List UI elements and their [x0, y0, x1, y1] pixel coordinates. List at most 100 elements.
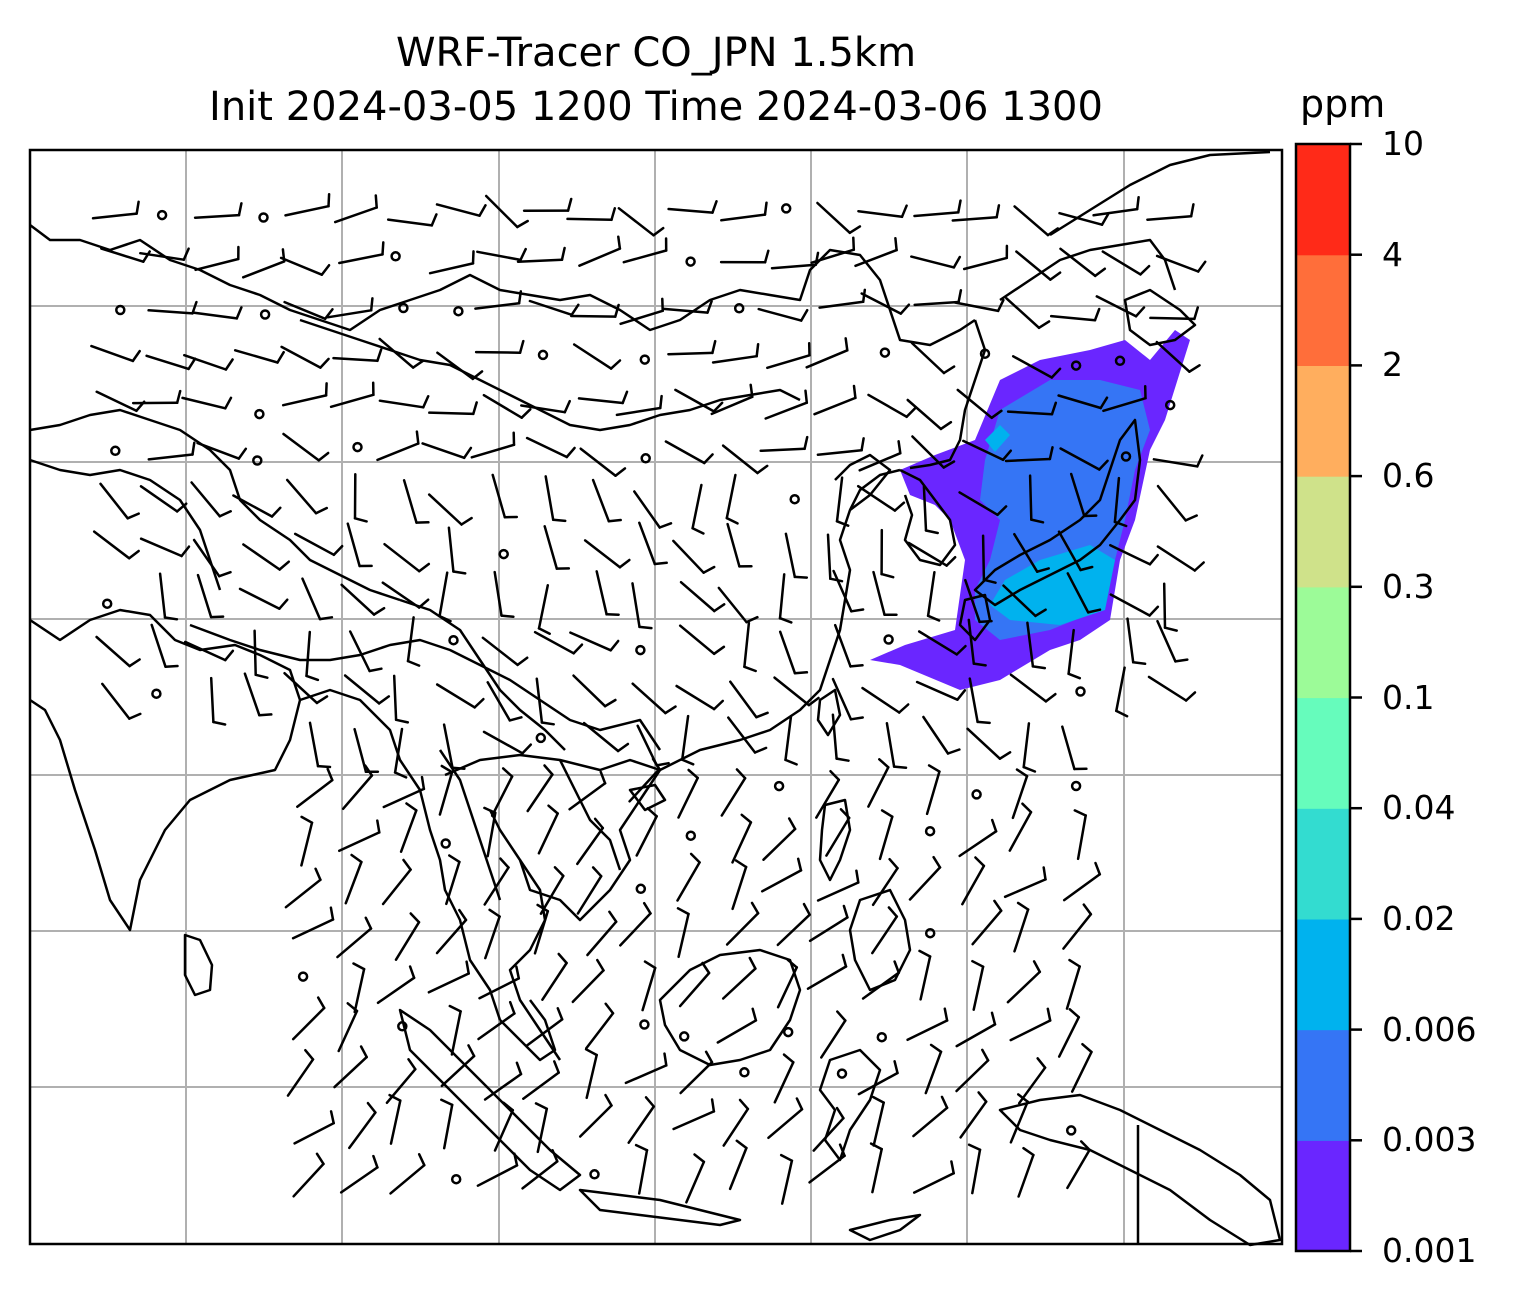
wind-barb-flag	[855, 869, 860, 884]
calm-wind-marker	[252, 455, 263, 466]
wind-barb-flag	[617, 235, 622, 250]
wind-barb-staff	[860, 292, 903, 315]
wind-barb-flag	[644, 1096, 656, 1108]
wind-barb	[293, 1110, 335, 1145]
wind-barb-flag	[849, 664, 864, 668]
wind-barb-flag	[990, 1011, 997, 1026]
wind-barb-staff	[778, 630, 797, 675]
wind-barb-flag	[945, 555, 957, 567]
wind-barb-flag	[516, 656, 529, 667]
wind-barb-staff	[232, 494, 274, 518]
wind-barb-flag	[254, 673, 269, 679]
wind-barb-flag	[411, 359, 425, 369]
wind-barb-flag	[1022, 1146, 1035, 1157]
wind-barb	[1057, 530, 1094, 572]
wind-barb-flag	[713, 603, 726, 613]
wind-barb-flag	[557, 952, 568, 965]
wind-barb-flag	[976, 720, 991, 725]
wind-barb-flag	[807, 696, 820, 707]
wind-barb-staff	[139, 251, 186, 261]
wind-barb	[731, 859, 748, 911]
wind-barb-flag	[363, 764, 374, 777]
wind-barb-flag	[547, 804, 559, 815]
wind-barb	[1062, 903, 1093, 950]
wind-barb	[382, 775, 426, 809]
coast-philippines-luzon	[818, 798, 852, 882]
wind-barb-staff	[812, 1116, 845, 1152]
wind-barb-flag	[849, 716, 864, 721]
wind-barb	[871, 857, 899, 907]
wind-barb	[1017, 1146, 1035, 1198]
wind-barb-staff	[1004, 457, 1052, 463]
wind-barb-flag	[270, 506, 282, 518]
coast-korea	[899, 468, 957, 567]
wind-barb-flag	[701, 961, 711, 975]
map-title-line1: WRF-Tracer CO_JPN 1.5km	[395, 30, 917, 76]
wind-barb	[346, 522, 373, 568]
wind-barb-staff	[91, 212, 138, 220]
wind-barb-flag	[508, 1000, 516, 1015]
wind-barb-flag	[603, 698, 617, 708]
wind-barb-flag	[465, 960, 470, 975]
wind-barb	[776, 902, 811, 947]
wind-barb-flag	[779, 1153, 794, 1162]
wind-barb-staff	[348, 1111, 377, 1150]
wind-barb-staff	[662, 307, 709, 314]
wind-barb-flag	[734, 859, 748, 869]
wind-barb-staff	[293, 1121, 335, 1145]
wind-barb-flag	[187, 357, 197, 371]
wind-barb-flag	[369, 297, 374, 312]
wind-barb-flag	[381, 241, 385, 256]
wind-barb-staff	[490, 775, 514, 817]
calm-wind-marker	[498, 548, 509, 560]
wind-barb-flag	[318, 616, 334, 621]
wind-barb-flag	[710, 1098, 716, 1113]
wind-barb-flag	[957, 289, 963, 304]
wind-barb-staff	[344, 860, 363, 905]
wind-barb-flag	[1016, 901, 1030, 911]
wind-barb-staff	[958, 830, 998, 858]
wind-barb	[448, 1004, 462, 1056]
wind-barb-staff	[95, 635, 131, 668]
colorbar-tick-label: 2	[1382, 345, 1403, 385]
wind-barb	[585, 1002, 615, 1050]
wind-barb-flag	[460, 516, 473, 526]
wind-barb-staff	[913, 300, 960, 307]
wind-barb-flag	[440, 764, 454, 774]
wind-barb-staff	[382, 787, 426, 809]
wind-barb	[584, 1048, 598, 1100]
wind-barb-flag	[786, 958, 799, 969]
wind-barb-flag	[1022, 765, 1037, 773]
wind-barb-staff	[913, 211, 960, 218]
wind-barb-flag	[278, 598, 289, 610]
wind-barb-staff	[576, 826, 605, 866]
wind-barb	[341, 764, 374, 811]
wind-barb-staff	[1059, 247, 1097, 278]
wind-barb-flag	[839, 808, 851, 820]
wind-barb	[300, 815, 314, 867]
wind-barb-staff	[815, 778, 841, 819]
wind-barb	[348, 1101, 377, 1150]
wind-barb	[435, 908, 468, 955]
wind-barb-flag	[711, 339, 717, 355]
wind-barb-flag	[894, 236, 898, 252]
wind-barb	[691, 483, 705, 535]
wind-barb-staff	[910, 341, 946, 375]
wind-barb-flag	[372, 1154, 379, 1169]
colorbar-segment	[1296, 254, 1350, 366]
wind-barb-flag	[982, 578, 997, 584]
wind-barb-staff	[450, 1010, 462, 1056]
colorbar	[1294, 142, 1362, 1253]
wind-barb-staff	[1002, 584, 1037, 618]
wind-barb-staff	[525, 1018, 564, 1047]
wind-barb	[878, 809, 894, 861]
wind-barb-flag	[1073, 809, 1087, 817]
wind-barb	[537, 584, 551, 635]
wind-barb	[582, 721, 630, 753]
wind-barb	[672, 1098, 716, 1131]
wind-barb-flag	[725, 516, 739, 525]
wind-barb-staff	[583, 539, 622, 569]
wind-barb	[570, 303, 620, 318]
wind-barb-flag	[368, 667, 383, 673]
